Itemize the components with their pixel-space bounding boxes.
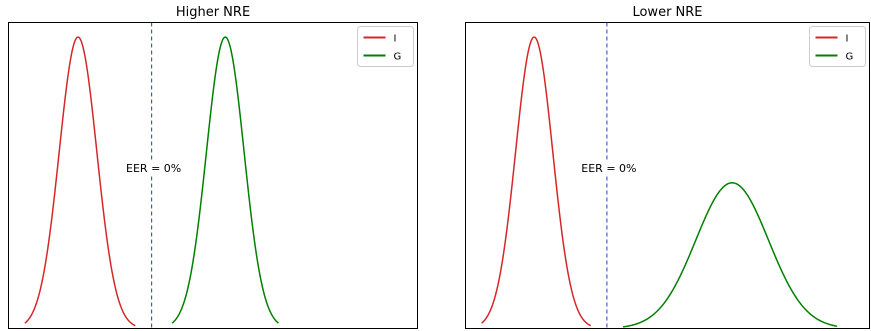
chart-title: Higher NRE <box>176 5 250 20</box>
series-line-i <box>24 36 136 327</box>
annotation-background <box>123 159 180 176</box>
legend-label-g: G <box>394 52 402 63</box>
eer-annotation: EER = 0% <box>126 162 181 175</box>
series-line-g <box>171 36 279 324</box>
chart-title: Lower NRE <box>632 5 702 20</box>
eer-annotation: EER = 0% <box>581 162 636 175</box>
legend: IG <box>809 26 866 67</box>
plot-frame <box>8 22 418 329</box>
legend-label-i: I <box>846 34 849 45</box>
plot-frame <box>465 22 870 329</box>
annotation-background <box>578 159 635 176</box>
chart-lower-nre: Lower NRE EER = 0% I G <box>465 0 871 331</box>
series-line-g <box>622 182 838 328</box>
legend-box <box>809 26 866 67</box>
chart-higher-nre: Higher NRE EER = 0% I G <box>8 0 418 331</box>
legend-box <box>357 26 414 67</box>
chart-svg-higher-nre: Higher NRE EER = 0% IG <box>8 5 418 329</box>
chart-svg-lower-nre: Lower NRE EER = 0% IG <box>465 5 870 329</box>
legend-label-g: G <box>846 52 854 63</box>
series-line-i <box>481 36 592 327</box>
legend: IG <box>357 26 414 67</box>
legend-label-i: I <box>394 34 397 45</box>
